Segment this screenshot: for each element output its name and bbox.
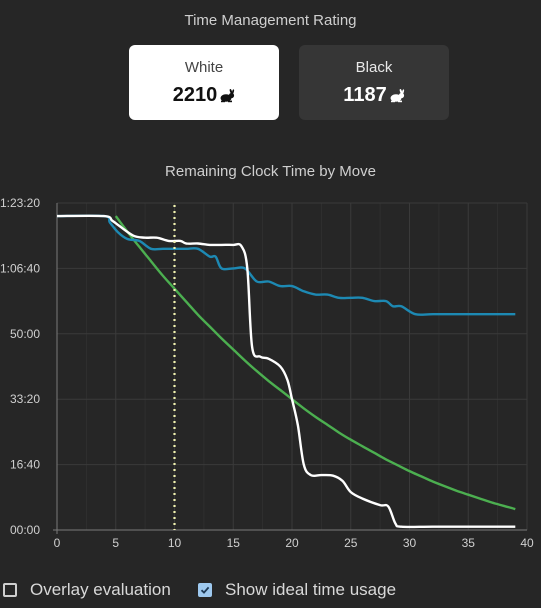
black-series-line — [56, 214, 516, 316]
y-tick-label: 16:40 — [10, 458, 40, 472]
white-series-line — [56, 214, 516, 529]
y-tick-label: 50:00 — [10, 327, 40, 341]
show-ideal-time-checkbox[interactable] — [198, 583, 212, 597]
y-tick-label: 00:00 — [10, 523, 40, 537]
black-rating-value: 1187 — [343, 84, 387, 106]
white-player-label: White — [184, 59, 224, 76]
ideal-series-line — [114, 215, 516, 511]
overlay-evaluation-label: Overlay evaluation — [30, 580, 171, 599]
clock-time-chart: 0 5 10 15 20 25 30 35 40 00:00 16:40 33:20 50:00 1:06… — [0, 196, 534, 550]
black-player-label: Black — [355, 59, 393, 76]
x-tick-label: 25 — [344, 536, 358, 550]
x-tick-label: 30 — [403, 536, 417, 550]
rabbit-icon — [389, 89, 405, 106]
overlay-evaluation-toggle[interactable]: Overlay evaluation — [3, 580, 171, 600]
x-tick-label: 0 — [54, 536, 61, 550]
black-rating-card: Black 1187 — [299, 45, 449, 120]
x-tick-label: 20 — [285, 536, 299, 550]
y-tick-label: 1:06:40 — [0, 261, 40, 275]
rating-section-title: Time Management Rating — [184, 12, 357, 29]
x-tick-label: 40 — [520, 536, 534, 550]
overlay-evaluation-checkbox[interactable] — [3, 583, 17, 597]
x-tick-label: 35 — [462, 536, 476, 550]
x-tick-label: 10 — [168, 536, 182, 550]
show-ideal-time-toggle[interactable]: Show ideal time usage — [198, 580, 396, 600]
checkmark-icon — [200, 586, 210, 594]
y-tick-label: 33:20 — [10, 392, 40, 406]
chart-title: Remaining Clock Time by Move — [165, 163, 376, 180]
rabbit-icon — [219, 89, 235, 106]
x-tick-label: 15 — [227, 536, 241, 550]
white-rating-value: 2210 — [172, 84, 218, 106]
y-tick-label: 1:23:20 — [0, 196, 40, 210]
show-ideal-time-label: Show ideal time usage — [225, 580, 397, 599]
x-tick-label: 5 — [112, 536, 119, 550]
white-rating-card: White 2210 — [129, 45, 279, 120]
